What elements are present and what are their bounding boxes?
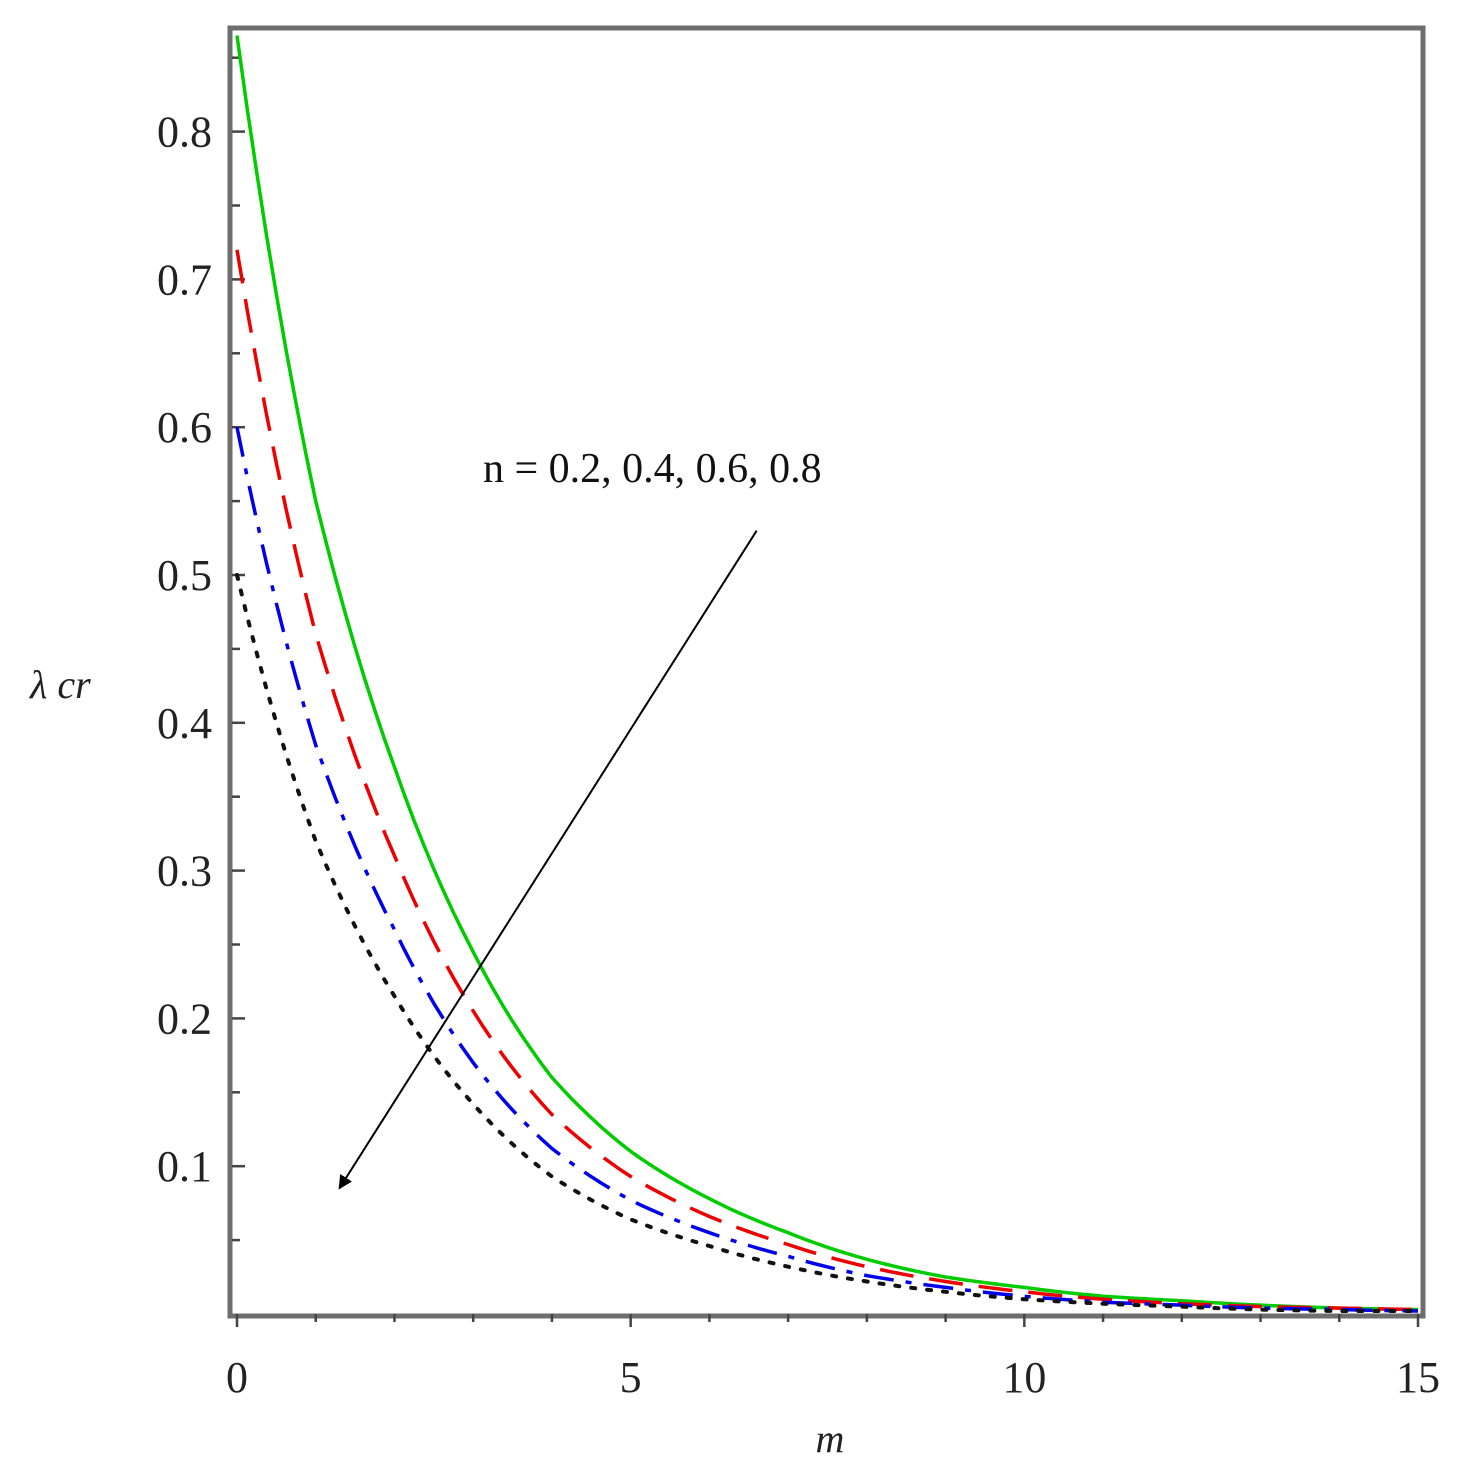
y-tick-labels: 0.1 0.2 0.3 0.4 0.5 0.6 0.7 0.8 <box>157 108 212 1192</box>
y-tick-label: 0.4 <box>157 699 212 748</box>
x-axis-title: m <box>816 1416 845 1461</box>
series-3-line <box>235 426 1419 1313</box>
series-1-line <box>235 35 1419 1312</box>
y-tick-label: 0.2 <box>157 994 212 1043</box>
series-layer <box>235 35 1420 1313</box>
y-tick-label: 0.6 <box>157 403 212 452</box>
y-tick-label: 0.7 <box>157 255 212 304</box>
x-tick-label: 10 <box>1002 1353 1046 1402</box>
x-tick-labels: 0 5 10 15 <box>226 1353 1440 1402</box>
x-tick-label: 5 <box>620 1353 642 1402</box>
x-tick-marks <box>235 1314 1420 1327</box>
y-axis-title: λ cr <box>29 662 91 707</box>
series-2-line <box>235 249 1419 1312</box>
x-tick-label: 0 <box>226 1353 248 1402</box>
y-tick-label: 0.3 <box>157 847 212 896</box>
annotation-arrow <box>338 530 758 1190</box>
plot-frame <box>227 25 1426 1319</box>
annotation-label: n = 0.2, 0.4, 0.6, 0.8 <box>483 446 822 492</box>
y-tick-marks <box>232 56 245 1242</box>
y-tick-label: 0.1 <box>157 1142 212 1191</box>
x-tick-label: 15 <box>1396 1353 1440 1402</box>
y-tick-label: 0.8 <box>157 108 212 157</box>
y-tick-label: 0.5 <box>157 551 212 600</box>
series-4-line <box>235 573 1420 1313</box>
